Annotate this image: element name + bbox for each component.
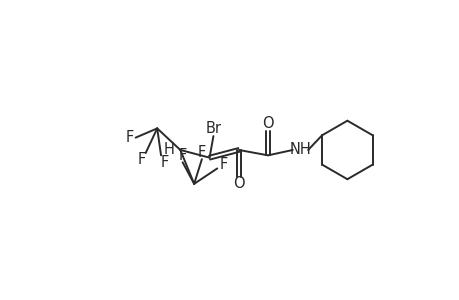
Text: NH: NH bbox=[289, 142, 311, 158]
Text: O: O bbox=[262, 116, 273, 131]
Text: F: F bbox=[125, 130, 133, 145]
Text: Br: Br bbox=[205, 121, 221, 136]
Text: O: O bbox=[233, 176, 244, 191]
Text: H: H bbox=[164, 142, 174, 158]
Text: F: F bbox=[178, 148, 186, 163]
Text: F: F bbox=[161, 155, 168, 170]
Text: F: F bbox=[219, 157, 227, 172]
Text: F: F bbox=[137, 152, 146, 167]
Text: F: F bbox=[197, 145, 206, 160]
